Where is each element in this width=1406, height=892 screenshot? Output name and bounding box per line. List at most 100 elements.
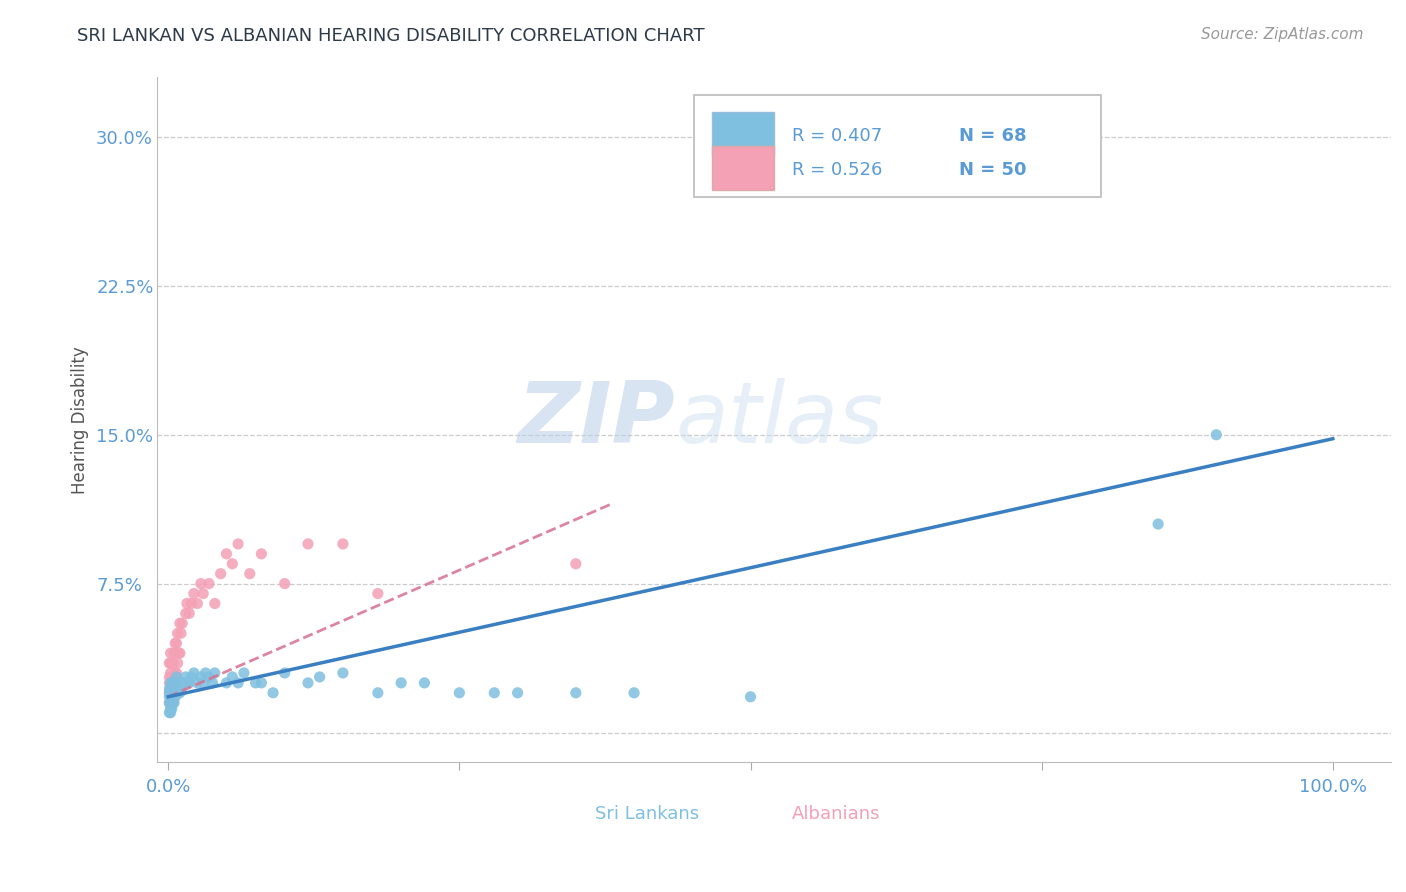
Point [159, 676, 181, 690]
Point [162, 656, 184, 670]
Point [623, 686, 645, 700]
Point [166, 676, 188, 690]
Point [239, 566, 262, 581]
Point [180, 670, 202, 684]
Point [413, 676, 436, 690]
Point [193, 586, 215, 600]
Point [163, 676, 186, 690]
Point [176, 597, 198, 611]
FancyBboxPatch shape [693, 95, 1101, 197]
Point [165, 686, 187, 700]
Point [190, 670, 212, 684]
Point [201, 676, 224, 690]
Text: Source: ZipAtlas.com: Source: ZipAtlas.com [1201, 27, 1364, 42]
Point [245, 676, 267, 690]
Point [172, 676, 194, 690]
Point [157, 696, 180, 710]
Text: ZIP: ZIP [517, 378, 675, 461]
Point [167, 646, 190, 660]
Point [165, 670, 187, 684]
Point [215, 676, 238, 690]
Point [232, 665, 254, 680]
Point [160, 690, 183, 704]
Point [250, 676, 273, 690]
Point [166, 626, 188, 640]
Text: R = 0.526: R = 0.526 [793, 161, 883, 179]
Point [169, 676, 191, 690]
Point [193, 676, 215, 690]
Point [172, 616, 194, 631]
Point [176, 676, 198, 690]
Text: N = 50: N = 50 [959, 161, 1026, 179]
Point [157, 696, 180, 710]
Point [221, 557, 243, 571]
Point [169, 646, 191, 660]
Point [165, 676, 187, 690]
Point [186, 676, 208, 690]
Point [183, 665, 205, 680]
Point [160, 686, 183, 700]
Text: Albanians: Albanians [793, 805, 880, 823]
Text: Sri Lankans: Sri Lankans [595, 805, 699, 823]
Point [167, 681, 190, 696]
Point [262, 686, 284, 700]
Point [159, 696, 181, 710]
FancyBboxPatch shape [745, 799, 787, 830]
Point [389, 676, 412, 690]
Point [332, 665, 354, 680]
Point [157, 670, 180, 684]
Point [174, 670, 197, 684]
Point [159, 690, 181, 704]
Point [367, 686, 389, 700]
Point [179, 676, 201, 690]
Point [250, 547, 273, 561]
Point [159, 686, 181, 700]
Point [166, 656, 188, 670]
Point [226, 676, 249, 690]
Point [1205, 427, 1227, 442]
Point [160, 696, 183, 710]
Point [1147, 517, 1170, 532]
Point [221, 670, 243, 684]
Point [159, 656, 181, 670]
Point [209, 566, 232, 581]
Point [163, 646, 186, 660]
Point [170, 681, 193, 696]
Point [506, 686, 529, 700]
Point [204, 665, 226, 680]
Point [162, 676, 184, 690]
Point [162, 686, 184, 700]
Point [163, 676, 186, 690]
Text: SRI LANKAN VS ALBANIAN HEARING DISABILITY CORRELATION CHART: SRI LANKAN VS ALBANIAN HEARING DISABILIT… [77, 27, 704, 45]
Point [160, 681, 183, 696]
Point [166, 686, 188, 700]
Y-axis label: Hearing Disability: Hearing Disability [72, 346, 89, 494]
Point [157, 676, 180, 690]
Point [163, 686, 186, 700]
Point [273, 576, 295, 591]
Point [165, 636, 187, 650]
Point [297, 676, 319, 690]
Text: atlas: atlas [675, 378, 883, 461]
Point [157, 656, 180, 670]
Point [174, 607, 197, 621]
Point [159, 686, 181, 700]
Point [215, 547, 238, 561]
Point [186, 597, 208, 611]
FancyBboxPatch shape [711, 146, 773, 190]
Point [160, 670, 183, 684]
FancyBboxPatch shape [711, 112, 773, 156]
Point [160, 656, 183, 670]
Point [159, 681, 181, 696]
Point [162, 676, 184, 690]
Text: N = 68: N = 68 [959, 127, 1026, 145]
Point [273, 665, 295, 680]
Point [162, 696, 184, 710]
Point [179, 607, 201, 621]
Point [169, 616, 191, 631]
Point [183, 586, 205, 600]
Point [449, 686, 471, 700]
Point [157, 686, 180, 700]
Point [159, 665, 181, 680]
Point [172, 676, 194, 690]
